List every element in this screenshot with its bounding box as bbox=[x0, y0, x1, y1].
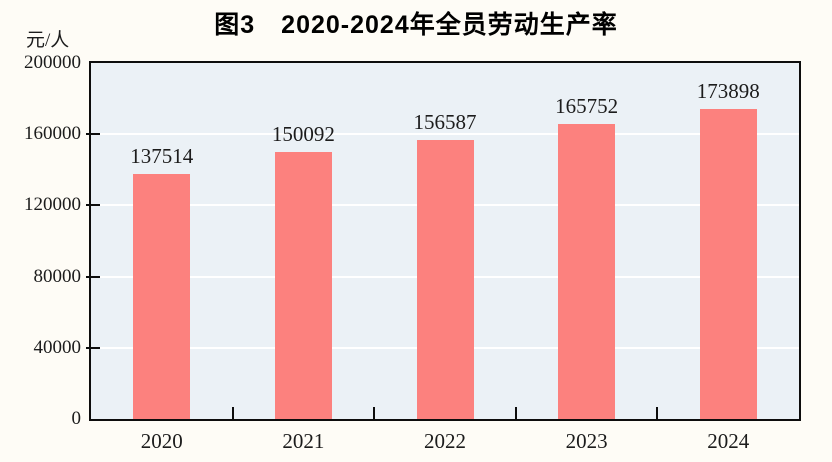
x-tick-mark-4 bbox=[656, 407, 659, 419]
gridline-160000 bbox=[91, 133, 799, 136]
bar-2024 bbox=[699, 109, 757, 419]
x-tick-label-2022: 2022 bbox=[424, 429, 466, 453]
y-tick-label-80000: 80000 bbox=[33, 265, 82, 287]
x-tick-mark-2 bbox=[373, 407, 376, 419]
bar-2020 bbox=[133, 174, 191, 419]
y-axis-unit-label: 元/人 bbox=[26, 30, 70, 51]
y-tick-label-120000: 120000 bbox=[24, 194, 81, 216]
bar-2022 bbox=[416, 140, 474, 419]
bar-value-label-2021: 150092 bbox=[271, 121, 335, 146]
y-tick-mark-80000 bbox=[86, 275, 100, 278]
x-tick-label-2024: 2024 bbox=[707, 429, 750, 453]
y-tick-mark-40000 bbox=[86, 346, 100, 349]
y-tick-label-200000: 200000 bbox=[24, 52, 81, 73]
y-tick-mark-120000 bbox=[86, 204, 100, 207]
x-axis-labels: 2020 2021 2022 2023 2024 bbox=[0, 426, 832, 456]
x-tick-mark-1 bbox=[231, 407, 234, 419]
x-tick-label-2021: 2021 bbox=[282, 429, 325, 453]
chart-title: 图3 2020-2024年全员劳动生产率 bbox=[214, 11, 618, 39]
x-tick-label-2020: 2020 bbox=[140, 429, 183, 453]
bar-2023 bbox=[558, 123, 616, 419]
bar-2021 bbox=[274, 151, 332, 419]
bar-value-label-2023: 165752 bbox=[555, 93, 619, 118]
y-tick-label-0: 0 bbox=[71, 408, 82, 429]
y-tick-label-40000: 40000 bbox=[33, 336, 82, 358]
y-axis-labels: 0 40000 80000 120000 160000 200000 bbox=[0, 0, 84, 462]
bar-value-label-2020: 137514 bbox=[130, 144, 194, 169]
x-tick-mark-3 bbox=[514, 407, 517, 419]
y-tick-label-160000: 160000 bbox=[24, 123, 81, 145]
plot-area: 137514 150092 156587 165752 173898 bbox=[86, 61, 801, 421]
x-tick-label-2023: 2023 bbox=[565, 429, 608, 453]
bar-value-label-2024: 173898 bbox=[696, 79, 760, 104]
y-tick-mark-160000 bbox=[86, 133, 100, 136]
bar-value-label-2022: 156587 bbox=[413, 110, 477, 135]
